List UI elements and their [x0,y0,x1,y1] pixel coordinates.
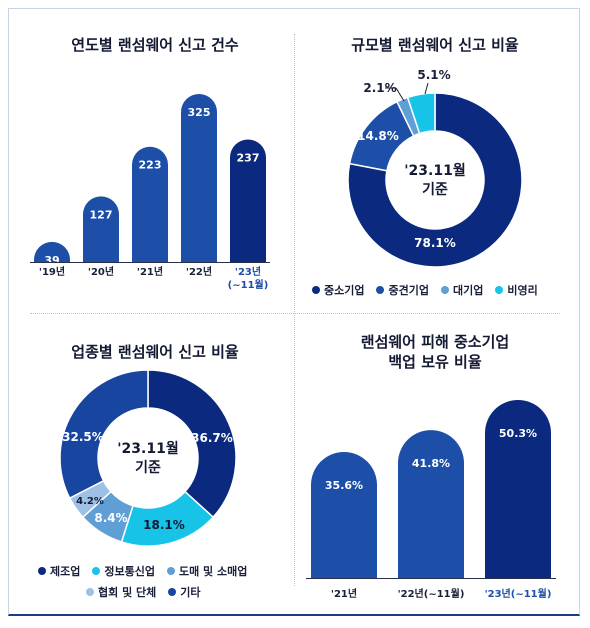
chart2-leader-line [395,87,405,102]
chart2-legend-swatch [440,286,449,294]
chart3-legend-label: 기타 [180,586,201,599]
chart2-legend: 중소기업 중견기업 대기업 비영리 [312,282,550,298]
chart4-category-label: '21년 [331,587,357,600]
chart1-category-label: '20년 [88,265,114,278]
chart3-legend-label: 도매 및 소매업 [178,565,248,578]
chart1-title: 연도별 랜섬웨어 신고 건수 [71,36,239,54]
chart1-value-label: 39 [44,254,59,267]
chart3-value-label: 36.7% [191,431,233,445]
chart4-value-label: 50.3% [499,427,537,440]
chart4-value-label: 41.8% [412,457,450,470]
chart4-bar [485,400,551,578]
chart3-value-label: 18.1% [143,518,185,532]
chart4-category-label: '22년(~11월) [398,587,465,600]
chart3-legend-item: 정보통신업 [92,563,155,579]
chart1-category-label: '21년 [137,265,163,278]
chart1-category-sublabel: (~11월) [228,279,269,291]
vertical-divider [294,34,295,586]
chart1-bar [181,94,217,262]
chart3-title: 업종별 랜섬웨어 신고 비율 [71,343,239,361]
chart2-legend-label: 비영리 [507,284,538,297]
chart3-legend-label: 정보통신업 [104,565,155,578]
chart3-slice [147,369,237,519]
chart3-legend-label: 제조업 [50,565,81,578]
chart3-legend-swatch [86,588,94,596]
chart2-legend-swatch [495,286,504,294]
chart3-legend-item: 도매 및 소매업 [166,563,248,579]
chart4-category-label: '23년(~11월) [485,587,552,600]
chart2-legend-swatch [376,286,385,294]
chart2-value-label: 5.1% [417,68,450,82]
chart3-legend-label: 협회 및 단체 [98,586,157,599]
chart1-bar [132,146,168,262]
chart1-value-label: 127 [90,208,113,221]
infographic-frame [8,8,580,616]
chart2-value-label: 14.8% [357,129,399,143]
chart2-leader-line [424,82,429,95]
chart4-value-label: 35.6% [325,479,363,492]
chart1-value-label: 325 [188,106,211,119]
chart3-center-label: '23.11월 [117,440,178,457]
chart2-title: 규모별 랜섬웨어 신고 비율 [351,36,519,54]
chart3-legend-swatch [92,567,101,575]
chart3-center-label: 기준 [135,460,161,476]
chart2-legend-label: 대기업 [452,284,484,297]
chart4-title-line1: 랜섬웨어 피해 중소기업 [360,333,510,351]
chart2-value-label: 78.1% [414,236,456,250]
chart1-bar [34,241,70,262]
chart4-title-line2: 백업 보유 비율 [388,353,482,371]
chart2-legend-label: 중견기업 [388,284,429,297]
chart3-value-label: 32.5% [62,430,104,444]
horizontal-divider [30,313,560,314]
chart1-category-label: '22년 [186,265,212,278]
chart3-value-label: 8.4% [94,511,127,525]
chart3-slice [59,369,149,500]
chart1-category-label: '19년 [39,265,65,278]
chart1-value-label: 223 [139,159,162,172]
chart3-legend-swatch [166,567,175,575]
chart1-value-label: 237 [237,151,260,164]
chart2-value-label: 2.1% [363,81,396,95]
chart1-bar [230,139,266,262]
chart2-legend-item: 중소기업 [312,282,364,298]
chart4-title: 랜섬웨어 피해 중소기업 백업 보유 비율 [300,332,570,372]
chart2-legend-item: 비영리 [495,282,538,298]
chart3-legend-item: 기타 [168,584,201,600]
chart4-bar [311,452,377,578]
chart3-legend-item: 제조업 [38,563,80,579]
chart3-legend-row2: 협회 및 단체 기타 [86,584,213,600]
chart2-center-label: '23.11월 [404,162,465,179]
chart1-category-label: '23년 [235,265,261,278]
chart2-slice [406,92,436,135]
chart3-legend-row1: 제조업 정보통신업 도매 및 소매업 [38,563,259,579]
chart3-legend-swatch [38,567,46,575]
chart2-legend-item: 대기업 [440,282,484,298]
chart3-legend-item: 협회 및 단체 [86,584,156,600]
chart3-value-label: 4.2% [76,496,104,507]
chart2-center-label: 기준 [422,182,448,198]
chart3-legend-swatch [168,588,177,596]
chart4-bar [398,430,464,578]
chart2-legend-label: 중소기업 [324,284,365,297]
chart2-legend-swatch [312,286,320,294]
chart1-bar [83,196,119,262]
chart2-slice [347,92,523,268]
chart2-legend-item: 중견기업 [376,282,429,298]
